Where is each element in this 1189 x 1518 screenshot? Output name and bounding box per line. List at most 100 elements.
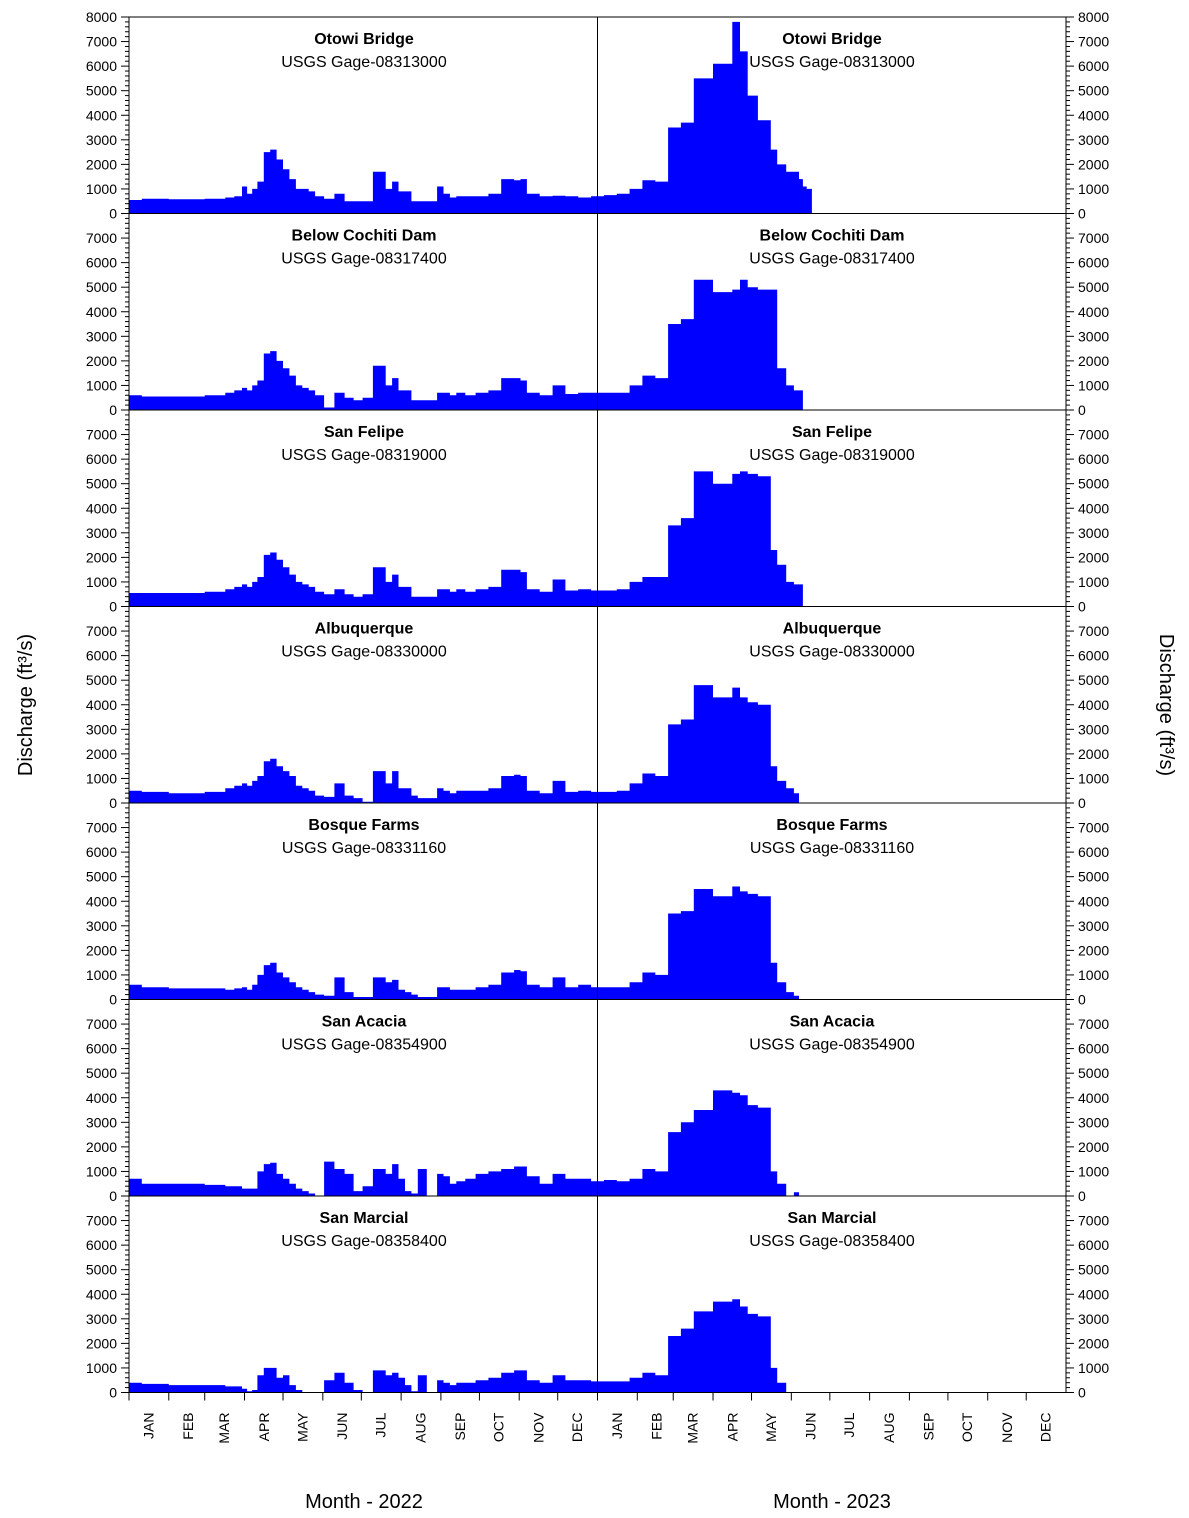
y-tick-label-right: 2000 <box>1078 746 1109 762</box>
y-tick-label-right: 6000 <box>1078 58 1109 74</box>
x-month-label: DEC <box>569 1413 585 1443</box>
panel-subtitle-2022: USGS Gage-08313000 <box>281 54 447 71</box>
panel-subtitle-2023: USGS Gage-08354900 <box>749 1037 915 1054</box>
y-tick-label-right: 1000 <box>1078 967 1109 983</box>
y-tick-label-right: 2000 <box>1078 1335 1109 1351</box>
y-tick-label-left: 1000 <box>86 967 117 983</box>
x-month-label: AUG <box>412 1413 428 1443</box>
y-tick-label-left: 4000 <box>86 107 117 123</box>
y-tick-label-right: 1000 <box>1078 377 1109 393</box>
y-tick-label-right: 4000 <box>1078 304 1109 320</box>
x-month-label: FEB <box>649 1412 665 1439</box>
x-month-label: MAR <box>685 1413 701 1444</box>
y-tick-label-right: 0 <box>1078 1188 1086 1204</box>
panel-subtitle-2023: USGS Gage-08317400 <box>749 251 915 268</box>
panel-1: 0 0 1000 1000 2000 2000 3000 3000 4000 4000 5000 50… <box>86 9 1110 222</box>
y-tick-label-left: 0 <box>109 206 117 222</box>
y-tick-label-right: 0 <box>1078 795 1086 811</box>
panel-4: 0 0 1000 1000 2000 2000 3000 3000 4000 4000 5000 50… <box>86 606 1109 811</box>
y-tick-label-left: 4000 <box>86 1090 117 1106</box>
panel-title-2023: Bosque Farms <box>776 817 887 834</box>
y-tick-label-left: 3000 <box>86 918 117 934</box>
y-tick-label-left: 6000 <box>86 58 117 74</box>
x-month-label: MAY <box>763 1412 779 1442</box>
y-tick-label-right: 0 <box>1078 206 1086 222</box>
x-month-label: FEB <box>180 1412 196 1439</box>
y-tick-label-right: 5000 <box>1078 1262 1109 1278</box>
panel-subtitle-2023: USGS Gage-08358400 <box>749 1233 915 1250</box>
x-month-label: JUN <box>334 1413 350 1440</box>
y-tick-label-right: 7000 <box>1078 427 1109 443</box>
x-month-label: SEP <box>921 1413 937 1441</box>
y-tick-label-right: 7000 <box>1078 1016 1109 1032</box>
discharge-area-series <box>129 279 870 410</box>
y-tick-label-left: 6000 <box>86 1041 117 1057</box>
y-tick-label-left: 6000 <box>86 255 117 271</box>
panel-title-2022: Otowi Bridge <box>314 31 414 48</box>
y-tick-label-right: 2000 <box>1078 549 1109 565</box>
panel-title-2022: Bosque Farms <box>308 817 419 834</box>
y-tick-label-right: 3000 <box>1078 328 1109 344</box>
y-tick-label-right: 1000 <box>1078 1163 1109 1179</box>
y-tick-label-right: 4000 <box>1078 1090 1109 1106</box>
y-tick-label-left: 3000 <box>86 132 117 148</box>
x-month-label: APR <box>724 1413 740 1442</box>
panel-title-2022: Below Cochiti Dam <box>292 228 437 245</box>
y-tick-label-left: 1000 <box>86 377 117 393</box>
y-tick-label-right: 3000 <box>1078 721 1109 737</box>
y-tick-label-right: 1000 <box>1078 770 1109 786</box>
y-tick-label-right: 6000 <box>1078 451 1109 467</box>
discharge-area-series <box>129 1299 870 1393</box>
discharge-area-series <box>129 886 870 1000</box>
y-tick-label-right: 1000 <box>1078 574 1109 590</box>
x-month-label: MAR <box>216 1413 232 1444</box>
panel-5: 0 0 1000 1000 2000 2000 3000 3000 4000 4000 5000 50… <box>86 802 1109 1008</box>
y-tick-label-left: 1000 <box>86 181 117 197</box>
panel-subtitle-2023: USGS Gage-08319000 <box>749 447 915 464</box>
x-month-label: JUL <box>841 1412 857 1437</box>
y-tick-label-right: 4000 <box>1078 107 1109 123</box>
y-tick-label-left: 6000 <box>86 648 117 664</box>
x-month-label: APR <box>256 1413 272 1442</box>
y-axis-title-left: Discharge (ft³/s) <box>15 634 37 776</box>
y-tick-label-right: 3000 <box>1078 1311 1109 1327</box>
discharge-area-series <box>129 1090 870 1196</box>
y-tick-label-right: 0 <box>1078 1385 1086 1401</box>
y-tick-label-right: 5000 <box>1078 279 1109 295</box>
y-tick-label-left: 4000 <box>86 893 117 909</box>
y-tick-label-right: 3000 <box>1078 525 1109 541</box>
y-tick-label-right: 0 <box>1078 992 1086 1008</box>
y-tick-label-left: 2000 <box>86 1139 117 1155</box>
y-tick-label-left: 0 <box>109 795 117 811</box>
y-tick-label-right: 1000 <box>1078 181 1109 197</box>
y-tick-label-left: 0 <box>109 599 117 615</box>
y-tick-label-left: 5000 <box>86 672 117 688</box>
panel-title-2023: Albuquerque <box>783 621 882 638</box>
y-tick-label-right: 5000 <box>1078 83 1109 99</box>
x-month-label: AUG <box>881 1413 897 1443</box>
x-month-label: DEC <box>1038 1413 1054 1443</box>
y-tick-label-right: 4000 <box>1078 1286 1109 1302</box>
panel-7: 0 0 1000 1000 2000 2000 3000 3000 4000 4000 5000 50… <box>86 1195 1109 1401</box>
y-tick-label-left: 5000 <box>86 869 117 885</box>
y-tick-label-left: 2000 <box>86 942 117 958</box>
y-tick-label-left: 6000 <box>86 844 117 860</box>
y-tick-label-left: 7000 <box>86 623 117 639</box>
y-tick-label-left: 2000 <box>86 156 117 172</box>
y-tick-label-left: 4000 <box>86 500 117 516</box>
y-tick-label-left: 5000 <box>86 476 117 492</box>
panel-title-2023: Below Cochiti Dam <box>760 228 905 245</box>
y-tick-label-left: 8000 <box>86 9 117 25</box>
y-tick-label-right: 6000 <box>1078 1237 1109 1253</box>
y-tick-label-left: 0 <box>109 1188 117 1204</box>
y-tick-label-left: 4000 <box>86 304 117 320</box>
x-month-label: OCT <box>491 1412 507 1442</box>
y-tick-label-left: 4000 <box>86 1286 117 1302</box>
y-tick-label-left: 0 <box>109 1385 117 1401</box>
y-tick-label-right: 7000 <box>1078 230 1109 246</box>
y-tick-label-right: 6000 <box>1078 1041 1109 1057</box>
y-tick-label-right: 5000 <box>1078 1065 1109 1081</box>
y-tick-label-right: 3000 <box>1078 132 1109 148</box>
panel-title-2022: San Marcial <box>320 1210 409 1227</box>
